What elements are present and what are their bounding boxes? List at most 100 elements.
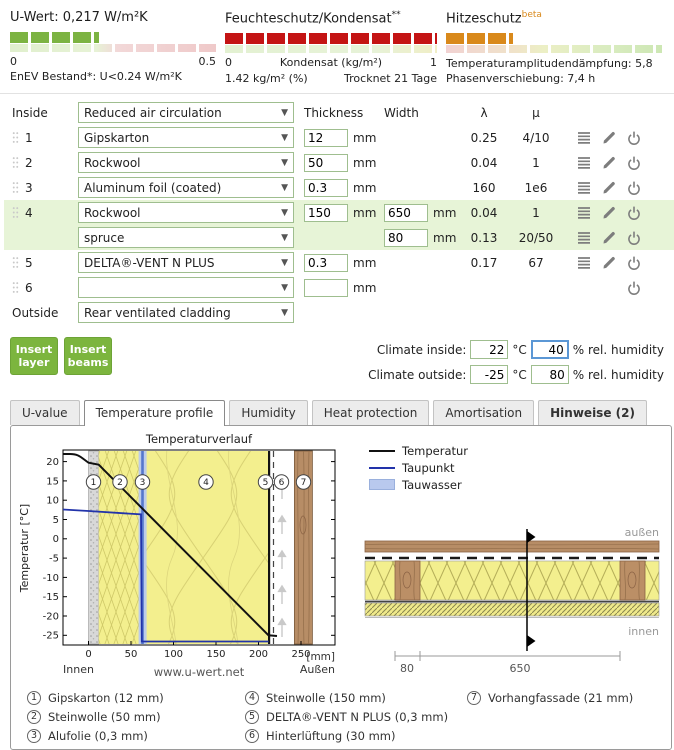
tab-humidity[interactable]: Humidity [229, 400, 308, 426]
section-inside-label: innen [628, 625, 659, 638]
legend-item-4: 4 Steinwolle (150 mm) [245, 688, 467, 707]
chevron-down-icon: ▼ [281, 232, 288, 243]
width-column-header: Width [384, 105, 419, 120]
edit-layer-icon[interactable] [601, 155, 617, 171]
drag-handle-icon[interactable] [12, 131, 19, 144]
layer-menu-icon[interactable] [576, 155, 592, 171]
temperature-line [63, 453, 278, 638]
chevron-down-icon: ▼ [281, 282, 288, 293]
edit-layer-icon[interactable] [601, 180, 617, 196]
svg-text:5: 5 [53, 515, 59, 526]
temperature-profile-chart: Temperaturverlauf Temperatur [°C] [18, 432, 336, 679]
mu-value: 1 [532, 205, 540, 220]
power-toggle-icon[interactable] [626, 180, 642, 196]
width-input-4[interactable] [384, 203, 428, 222]
moisture-scale-max: 1 [429, 56, 437, 70]
inside-temp-input[interactable] [470, 340, 509, 360]
drag-handle-icon[interactable] [12, 181, 19, 194]
beam-material-select[interactable]: spruce ▼ [78, 227, 294, 249]
layer-number: 2 [25, 155, 33, 170]
svg-text:50: 50 [125, 649, 138, 660]
layer-row-1: 1 Gipskarton▼ mm 0.25 4/10 [4, 125, 674, 150]
u-value-scale [10, 44, 216, 52]
outside-surface-select[interactable]: Rear ventilated cladding ▼ [78, 302, 294, 324]
material-select-4[interactable]: Rockwool ▼ [78, 202, 294, 224]
power-toggle-icon[interactable] [626, 280, 642, 296]
inner-insulation-layer [364, 603, 660, 617]
drag-handle-icon[interactable] [12, 206, 19, 219]
actions-row: Insert layer Insert beams Climate inside… [0, 337, 674, 387]
svg-text:100: 100 [164, 649, 183, 660]
drying-time: Trocknet 21 Tage [344, 72, 437, 86]
width-input-beam[interactable] [384, 228, 428, 247]
x-axis-unit: [mm] [306, 651, 335, 663]
chart-title: Temperaturverlauf [145, 432, 253, 446]
edit-layer-icon[interactable] [601, 230, 617, 246]
power-toggle-icon[interactable] [626, 230, 642, 246]
layer-menu-icon[interactable] [576, 255, 592, 271]
lambda-value: 0.25 [470, 130, 498, 145]
svg-text:0: 0 [85, 649, 91, 660]
edit-layer-icon[interactable] [601, 130, 617, 146]
tab-amortisation[interactable]: Amortisation [433, 400, 535, 426]
layer-menu-icon[interactable] [576, 205, 592, 221]
drag-handle-icon[interactable] [12, 281, 19, 294]
moisture-bar [225, 33, 437, 45]
edit-layer-icon[interactable] [601, 255, 617, 271]
layer-menu-icon[interactable] [576, 180, 592, 196]
legend-item-6: 6 Hinterlüftung (30 mm) [245, 726, 467, 745]
layer-menu-icon[interactable] [576, 130, 592, 146]
outside-row: Outside Rear ventilated cladding ▼ [4, 300, 674, 325]
chart-y-axis-label: Temperatur [°C] [18, 504, 31, 593]
outside-humidity-input[interactable] [530, 365, 569, 385]
layer-legend-list: 1 Gipskarton (12 mm) 2 Steinwolle (50 mm) … [11, 682, 671, 749]
power-toggle-icon[interactable] [626, 255, 642, 271]
power-toggle-icon[interactable] [626, 155, 642, 171]
power-toggle-icon[interactable] [626, 130, 642, 146]
layer-row-beam: spruce▼ mm 0.13 20/50 [4, 225, 674, 251]
enev-note: EnEV Bestand*: U<0.24 W/m²K [10, 70, 182, 83]
tab-temperature-profile[interactable]: Temperature profile [83, 400, 226, 427]
edit-layer-icon[interactable] [601, 205, 617, 221]
svg-text:-20: -20 [43, 612, 59, 623]
watermark: www.u-wert.net [154, 665, 245, 679]
svg-text:4: 4 [203, 479, 209, 489]
power-toggle-icon[interactable] [626, 205, 642, 221]
mu-value: 20/50 [518, 230, 554, 245]
amplitude-damping: Temperaturamplitudendämpfung: 5,8 [446, 57, 653, 71]
insert-beams-button[interactable]: Insert beams [64, 337, 112, 376]
chevron-down-icon: ▼ [281, 307, 288, 318]
svg-text:15: 15 [46, 477, 59, 488]
layer-row-2: 2 Rockwool▼ mm 0.04 1 [4, 150, 674, 175]
drag-handle-icon[interactable] [12, 256, 19, 269]
material-select-3[interactable]: Aluminum foil (coated) ▼ [78, 177, 294, 199]
chart-legend: Temperatur Taupunkt Tauwasser [369, 442, 667, 493]
layer-menu-icon[interactable] [576, 230, 592, 246]
insulation-layer [364, 560, 660, 601]
legend-item-5: 5 DELTA®-VENT N PLUS (0,3 mm) [245, 707, 467, 726]
dimension-line [394, 651, 621, 662]
insert-layer-button[interactable]: Insert layer [10, 337, 58, 376]
thickness-input-3[interactable] [304, 178, 348, 197]
material-select-6[interactable]: ▼ [78, 277, 294, 299]
material-select-1[interactable]: Gipskarton ▼ [78, 127, 294, 149]
inside-surface-select[interactable]: Reduced air circulation ▼ [78, 102, 294, 124]
material-select-2[interactable]: Rockwool ▼ [78, 152, 294, 174]
thickness-input-2[interactable] [304, 153, 348, 172]
thickness-input-4[interactable] [304, 203, 348, 222]
thickness-input-1[interactable] [304, 128, 348, 147]
lambda-value: 0.04 [470, 155, 498, 170]
layer-number: 6 [25, 280, 33, 295]
lambda-column-header: λ [480, 105, 488, 120]
tab-heat-protection[interactable]: Heat protection [311, 400, 430, 426]
inside-humidity-input[interactable] [530, 340, 569, 360]
thickness-input-5[interactable] [304, 253, 348, 272]
material-select-5[interactable]: DELTA®-VENT N PLUS ▼ [78, 252, 294, 274]
outside-temp-input[interactable] [470, 365, 509, 385]
dew-point-line [62, 508, 269, 643]
beam-width-dimension: 80 [400, 662, 414, 675]
thickness-input-6[interactable] [304, 278, 348, 297]
tab-u-value[interactable]: U-value [10, 400, 80, 426]
drag-handle-icon[interactable] [12, 156, 19, 169]
tab-hinweise[interactable]: Hinweise (2) [538, 400, 647, 426]
